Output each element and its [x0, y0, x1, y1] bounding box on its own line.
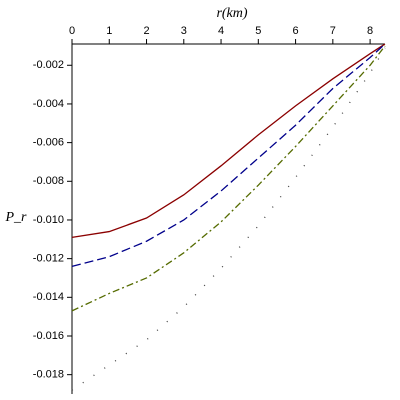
- y-tick-label: -0.016: [33, 330, 64, 342]
- y-tick-label: -0.008: [33, 175, 64, 187]
- data-line: [71, 43, 386, 239]
- data-line: [71, 45, 386, 312]
- x-tick-label: 7: [330, 25, 336, 37]
- x-tick-label: 0: [69, 25, 75, 37]
- y-tick-label: -0.014: [33, 291, 64, 303]
- x-tick-label: 4: [218, 25, 224, 37]
- x-tick-label: 2: [143, 25, 149, 37]
- x-tick-label: 8: [367, 25, 373, 37]
- x-tick-label: 1: [106, 25, 112, 37]
- data-line: [71, 43, 386, 268]
- y-tick-label: -0.004: [33, 98, 64, 110]
- x-tick-label: 6: [293, 25, 299, 37]
- y-tick-label: -0.018: [33, 369, 64, 381]
- x-tick-label: 3: [181, 25, 187, 37]
- y-axis-label: P_r: [5, 210, 28, 225]
- y-tick-label: -0.012: [33, 253, 64, 265]
- y-tick-label: -0.010: [33, 214, 64, 226]
- y-tick-label: -0.002: [33, 59, 64, 71]
- x-axis-label: r(km): [216, 6, 247, 21]
- y-tick-label: -0.006: [33, 137, 64, 149]
- x-tick-label: 5: [255, 25, 261, 37]
- data-line: [71, 47, 386, 391]
